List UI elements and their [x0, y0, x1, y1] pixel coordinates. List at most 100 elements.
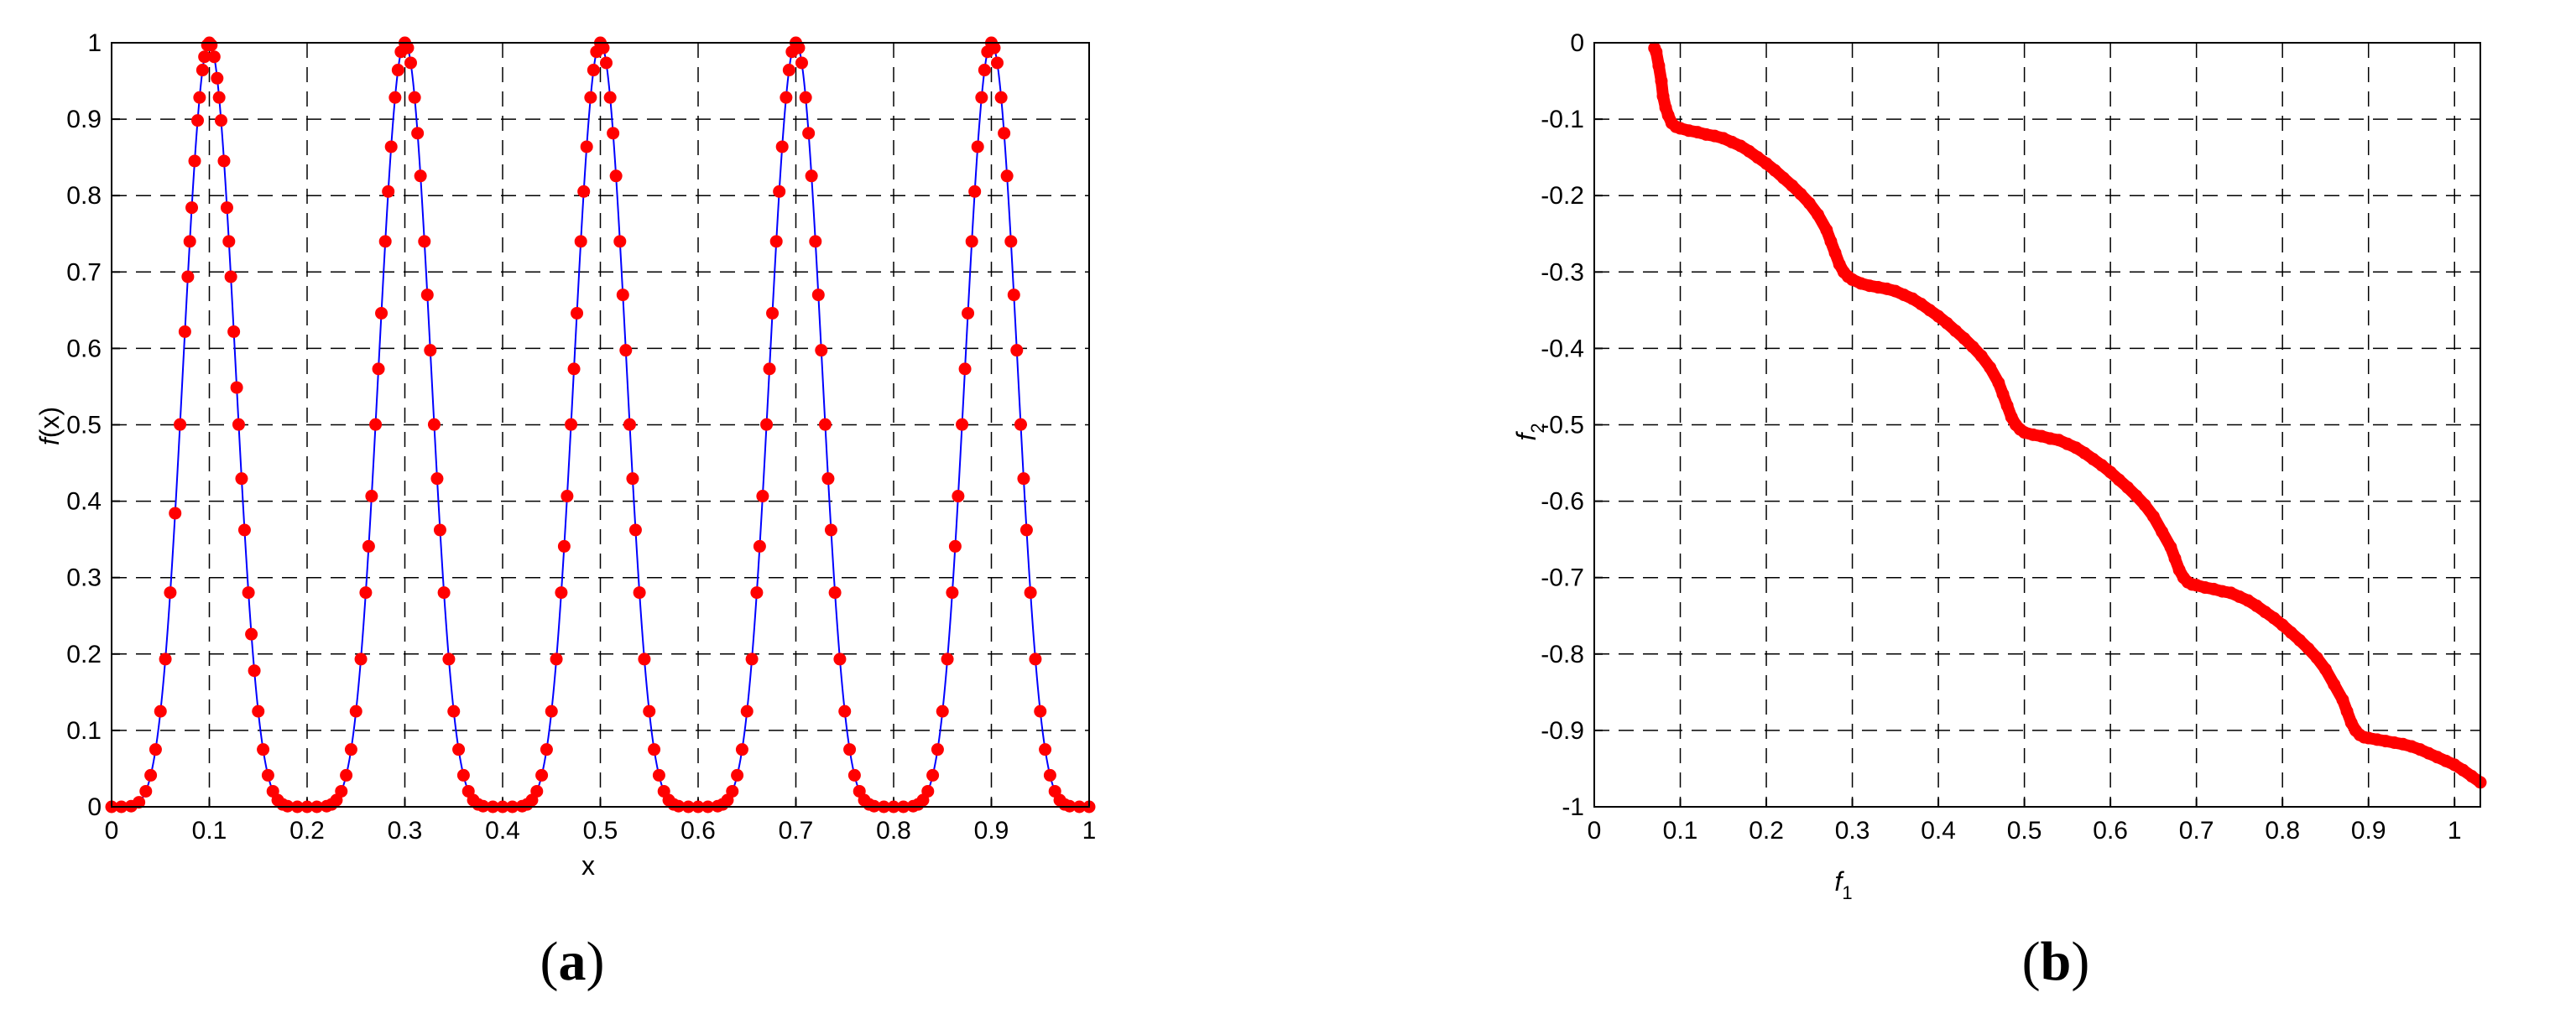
- data-point: [638, 652, 651, 666]
- y-tick-label: -0.2: [1541, 182, 1584, 210]
- data-point: [404, 56, 417, 70]
- data-point: [391, 64, 404, 77]
- y-tick-label: 0.8: [66, 182, 102, 210]
- y-tick-label: 1: [87, 29, 102, 57]
- data-point: [921, 784, 935, 798]
- data-point: [652, 768, 665, 782]
- chart-a-y-axis-label-rest: (x): [34, 407, 65, 438]
- data-point: [335, 784, 348, 798]
- data-point: [931, 743, 944, 756]
- y-tick-label: -0.4: [1541, 335, 1584, 362]
- data-point: [452, 743, 466, 756]
- data-point: [1007, 289, 1020, 302]
- chart-a-y-tick-labels: 0 0.1 0.2 0.3 0.4 0.5 0.6 0.7 0.8 0.9 1: [66, 29, 102, 821]
- data-point: [609, 169, 623, 183]
- y-tick-label: 0.6: [66, 335, 102, 362]
- y-tick-label: -0.8: [1541, 641, 1584, 668]
- data-point: [946, 586, 959, 600]
- data-point: [626, 472, 639, 486]
- data-point: [948, 539, 962, 553]
- y-tick-label: 0.3: [66, 564, 102, 592]
- data-point: [750, 586, 764, 600]
- data-point: [230, 381, 243, 394]
- y-tick-label: 0.9: [66, 106, 102, 133]
- data-point: [369, 418, 383, 431]
- data-point: [780, 91, 793, 104]
- data-point: [824, 523, 837, 537]
- chart-b-x-axis-label: f1: [1834, 866, 1852, 903]
- panel-label-a-letter: a: [559, 931, 587, 992]
- data-point: [205, 39, 218, 52]
- x-tick-label: 1: [2448, 817, 2462, 845]
- y-tick-label: -0.5: [1541, 412, 1584, 439]
- data-point: [965, 235, 978, 248]
- data-point: [540, 743, 553, 756]
- x-tick-label: 0.5: [583, 817, 618, 845]
- data-point: [962, 306, 975, 320]
- x-tick-label: 0.1: [1663, 817, 1698, 845]
- chart-b-y-tick-labels: 0 -0.1 -0.2 -0.3 -0.4 -0.5 -0.6 -0.7 -0.8 -0.9 -1: [1541, 29, 1584, 821]
- data-point: [580, 140, 593, 153]
- data-point: [838, 704, 852, 718]
- data-point: [597, 41, 610, 55]
- data-point: [998, 127, 1011, 140]
- data-point: [795, 56, 808, 70]
- data-point: [994, 91, 1008, 104]
- data-point: [545, 704, 558, 718]
- x-tick-label: 0.9: [2351, 817, 2386, 845]
- data-point: [607, 127, 620, 140]
- y-tick-label: 0: [87, 793, 102, 821]
- y-tick-label: 0.7: [66, 258, 102, 286]
- data-point: [792, 41, 806, 55]
- data-point: [818, 418, 832, 431]
- data-point: [530, 784, 544, 798]
- chart-b-x-axis-label-sub: 1: [1842, 882, 1852, 903]
- data-point: [1034, 704, 1047, 718]
- y-tick-label: 0: [1570, 29, 1584, 57]
- data-point: [603, 91, 617, 104]
- chart-a-y-axis-label: f(x): [34, 407, 65, 445]
- panel-label-b-close: ): [2071, 931, 2089, 992]
- x-tick-label: 0: [105, 817, 119, 845]
- data-point: [237, 523, 251, 537]
- data-point: [763, 362, 776, 376]
- data-point: [365, 490, 378, 503]
- panel-label-b-letter: b: [2041, 931, 2072, 992]
- x-tick-label: 0: [1588, 817, 1602, 845]
- data-point: [628, 523, 642, 537]
- data-point: [968, 185, 982, 198]
- x-tick-label: 0.7: [779, 817, 814, 845]
- x-tick-label: 0.6: [681, 817, 716, 845]
- data-point: [139, 784, 153, 798]
- data-point: [616, 289, 629, 302]
- data-point: [726, 784, 739, 798]
- x-tick-label: 0.4: [1921, 817, 1956, 845]
- x-tick-label: 0.8: [876, 817, 911, 845]
- data-point: [1000, 169, 1014, 183]
- data-point: [805, 169, 818, 183]
- data-point: [227, 325, 241, 338]
- data-point: [418, 235, 431, 248]
- panel-label-a-open: (: [540, 931, 559, 992]
- data-point: [567, 362, 581, 376]
- data-point: [344, 743, 357, 756]
- data-point: [584, 91, 597, 104]
- chart-b-points: [1648, 41, 2487, 789]
- data-point: [362, 539, 375, 553]
- data-point: [217, 154, 231, 168]
- data-point: [1014, 418, 1027, 431]
- data-point: [571, 306, 584, 320]
- data-point: [766, 306, 780, 320]
- data-point: [978, 64, 991, 77]
- data-point: [760, 418, 774, 431]
- data-point: [799, 91, 812, 104]
- data-point: [643, 704, 656, 718]
- data-point: [159, 652, 172, 666]
- data-point: [220, 201, 233, 215]
- data-point: [430, 472, 444, 486]
- data-point: [1017, 472, 1030, 486]
- x-tick-label: 0.3: [388, 817, 423, 845]
- data-point: [224, 270, 237, 283]
- y-tick-label: 0.4: [66, 488, 102, 516]
- chart-a-plot-frame: [111, 42, 1090, 808]
